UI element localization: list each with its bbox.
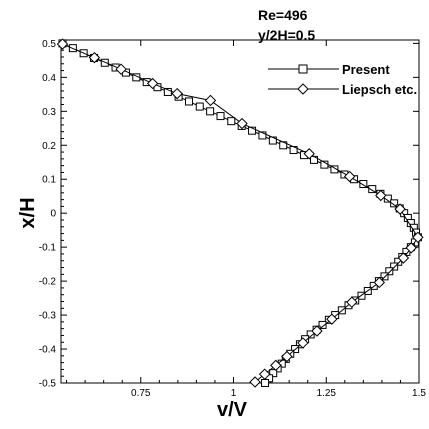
present-square-marker [269,369,278,378]
legend-diamond-marker [297,83,309,95]
y-tick-label: 0.1 [42,175,56,186]
liepsch-diamond-marker [394,203,406,215]
x-axis-title: v/V [217,399,248,421]
y-tick-label: -0.5 [39,379,57,390]
liepsch-diamond-marker [297,337,309,349]
x-tick-label: 1.5 [412,388,426,399]
legend-label-present: Present [342,62,390,77]
plot-layer: 0.75 1 1.25 1.5 0.5 0.4 0.3 0.2 0.1 0 -0.1 -0.2 -0.3… [39,38,426,399]
present-square-marker [258,131,267,140]
liepsch-diamond-marker [303,148,315,160]
present-square-marker [216,112,225,121]
y-tick-label: 0 [50,209,56,220]
liepsch-diamond-marker [236,117,248,130]
y-tick-label: 0.3 [42,107,56,118]
x-tick-label: 0.75 [131,388,151,399]
legend-square-marker [298,64,308,74]
x-tick-label: 1 [231,388,237,399]
liepsch-diamond-marker [281,350,293,363]
liepsch-diamond-marker [346,296,358,308]
present-square-marker [248,126,257,135]
liepsch-diamond-marker [88,51,101,64]
liepsch-diamond-marker [204,94,217,107]
present-square-marker [195,102,204,111]
y-axis-title: x/H [17,197,39,228]
present-square-marker [385,267,394,276]
present-square-marker [227,117,236,126]
liepsch-diamond-marker [326,313,338,325]
position-annotation: y/2H=0.5 [258,27,315,43]
plot-frame [60,39,420,384]
liepsch-diamond-marker [311,325,323,337]
present-square-marker [390,262,399,271]
liepsch-diamond-marker [115,63,127,75]
y-tick-label: 0.2 [42,141,56,152]
liepsch-diamond-marker [270,359,282,372]
y-tick-label: -0.3 [39,311,57,322]
present-square-marker [368,185,377,194]
y-tick-label: -0.1 [39,243,57,254]
y-tick-label: -0.2 [39,277,57,288]
legend: Present Liepsch etc. [268,62,417,97]
x-tick-label: 1.25 [317,388,337,399]
present-square-marker [359,179,368,188]
liepsch-diamond-marker [146,77,159,90]
reynolds-annotation: Re=496 [258,7,308,23]
present-square-marker [380,272,389,281]
liepsch-diamond-marker [405,242,417,254]
liepsch-diamond-marker [373,276,386,289]
liepsch-diamond-marker [397,252,410,264]
liepsch-diamond-marker [171,87,183,100]
liepsch-diamond-marker [56,38,69,50]
liepsch-diamond-marker [258,368,271,380]
y-tick-label: -0.4 [39,345,57,356]
legend-label-liepsch: Liepsch etc. [342,82,417,97]
present-square-marker [306,330,315,339]
liepsch-diamond-marker [375,189,387,202]
liepsch-diamond-marker [249,376,261,388]
y-tick-label: 0.5 [42,39,56,50]
present-square-marker [100,58,109,67]
liepsch-diamond-marker [343,170,356,183]
y-tick-label: 0.4 [42,73,56,84]
series-liepsch [56,38,424,388]
present-square-marker [163,87,172,96]
present-square-marker [184,97,193,106]
liepsch-diamond-marker [412,231,424,244]
present-square-marker [261,379,270,387]
present-square-marker [206,107,215,116]
present-square-marker [390,199,399,208]
present-square-marker [318,320,327,329]
